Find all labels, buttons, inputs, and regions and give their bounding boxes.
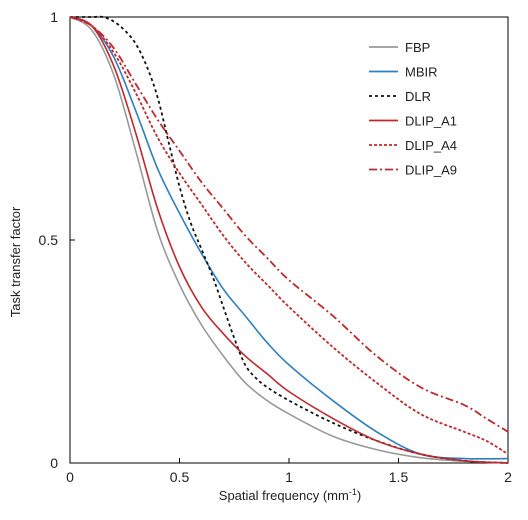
y-tick-label: 0 bbox=[50, 455, 58, 471]
y-tick-label: 1 bbox=[50, 9, 58, 25]
legend-label-dlip-a1: DLIP_A1 bbox=[405, 114, 457, 129]
x-tick-label: 2 bbox=[504, 469, 512, 485]
legend-label-fbp: FBP bbox=[405, 40, 430, 55]
series-layer bbox=[69, 15, 509, 464]
series-line-dlip-a1 bbox=[69, 16, 509, 464]
x-tick-label: 0 bbox=[66, 469, 74, 485]
legend-label-dlr: DLR bbox=[405, 89, 431, 104]
legend: FBP MBIR DLR DLIP_A1 DLIP_A4 DLIP_A9 bbox=[369, 40, 457, 178]
series-line-fbp bbox=[69, 16, 509, 464]
legend-label-dlip-a4: DLIP_A4 bbox=[405, 138, 457, 153]
series-line-dlip-a9 bbox=[69, 16, 509, 433]
series-line-mbir bbox=[69, 16, 509, 460]
y-tick-labels: 00.51 bbox=[39, 9, 59, 471]
x-tick-label: 1.5 bbox=[389, 469, 409, 485]
x-axis-title: Spatial frequency (mm-1) bbox=[219, 487, 361, 503]
x-tick-label: 1 bbox=[285, 469, 293, 485]
legend-label-dlip-a9: DLIP_A9 bbox=[405, 163, 457, 178]
y-axis-title: Task transfer factor bbox=[8, 206, 23, 317]
series-line-dlr bbox=[70, 15, 509, 464]
legend-label-mbir: MBIR bbox=[405, 65, 438, 80]
x-tick-labels: 0 0.5 1 1.5 2 bbox=[66, 469, 512, 485]
series-line-dlip-a4 bbox=[69, 16, 509, 455]
x-tick-label: 0.5 bbox=[170, 469, 190, 485]
y-tick-label: 0.5 bbox=[39, 232, 59, 248]
